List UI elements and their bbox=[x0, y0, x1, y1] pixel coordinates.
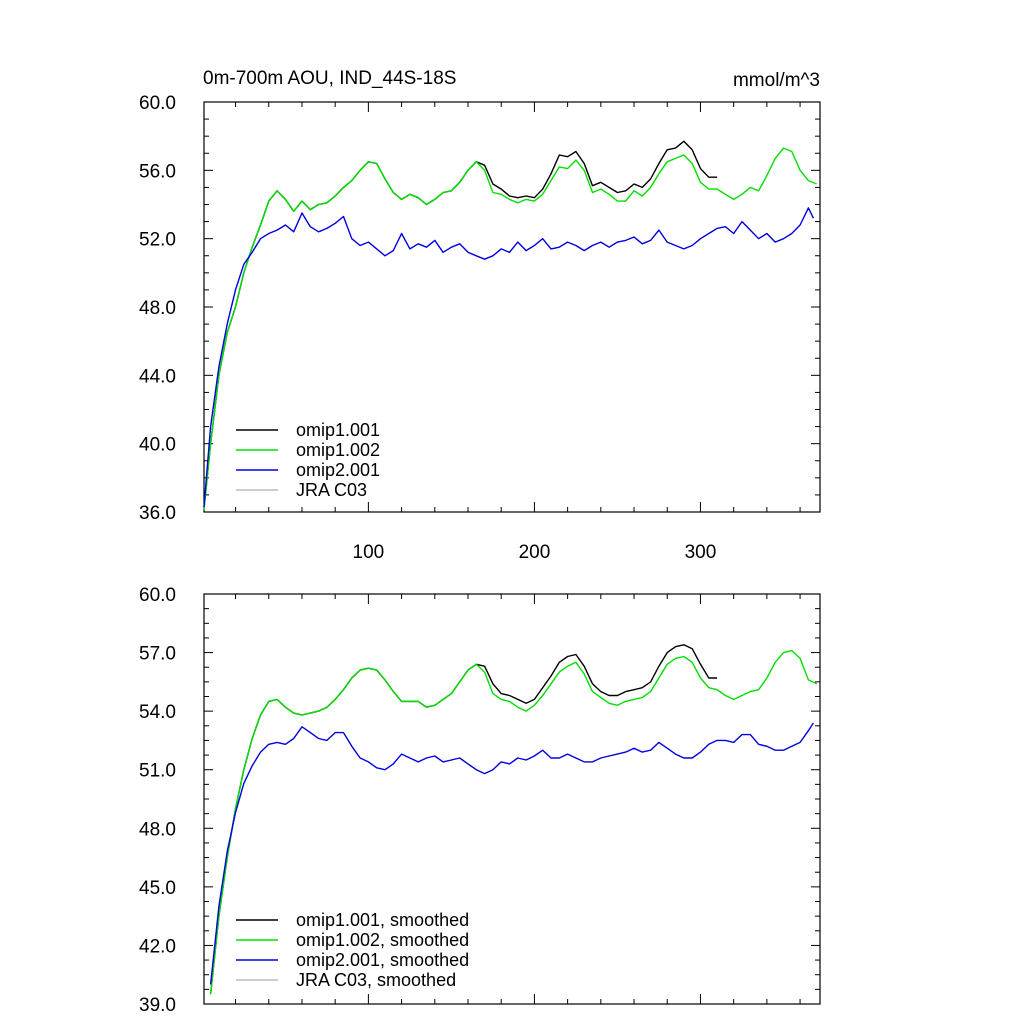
x-tick-label: 100 bbox=[353, 542, 385, 563]
y-tick-label: 56.0 bbox=[139, 161, 176, 182]
y-tick-label: 45.0 bbox=[139, 878, 176, 899]
legend-label: omip2.001, smoothed bbox=[296, 950, 469, 970]
legend-label: JRA C03 bbox=[296, 480, 367, 500]
series-line bbox=[203, 147, 817, 511]
y-tick-label: 54.0 bbox=[139, 702, 176, 723]
top-panel: 0m-700m AOU, IND_44S-18S mmol/m^3 36.0 40… bbox=[139, 68, 821, 563]
y-tick-label: 48.0 bbox=[139, 298, 176, 319]
y-tick-label: 39.0 bbox=[139, 995, 176, 1016]
y-tick-label: 60.0 bbox=[139, 93, 176, 114]
y-tick-label: 36.0 bbox=[139, 503, 176, 524]
axis-ticks bbox=[204, 593, 820, 1005]
series-lines bbox=[203, 140, 817, 511]
series-lines bbox=[209, 644, 817, 995]
x-tick-label: 300 bbox=[685, 542, 717, 563]
series-line bbox=[203, 140, 718, 509]
legend-label: omip2.001 bbox=[296, 460, 380, 480]
y-tick-label: 48.0 bbox=[139, 819, 176, 840]
y-tick-label: 44.0 bbox=[139, 366, 176, 387]
series-line bbox=[209, 649, 817, 995]
bottom-panel: 39.0 42.0 45.0 48.0 51.0 54.0 57.0 60.0 omip1.0… bbox=[139, 585, 821, 1016]
y-tick-label: 52.0 bbox=[139, 230, 176, 251]
y-tick-label: 51.0 bbox=[139, 761, 176, 782]
y-tick-label: 40.0 bbox=[139, 435, 176, 456]
y-tick-label: 42.0 bbox=[139, 936, 176, 957]
legend-label: omip1.001 bbox=[296, 420, 380, 440]
y-tick-labels: 36.0 40.0 44.0 48.0 52.0 56.0 60.0 bbox=[139, 93, 176, 524]
series-line bbox=[209, 722, 814, 985]
x-tick-labels: 100 200 300 bbox=[353, 542, 717, 563]
x-tick-label: 200 bbox=[519, 542, 551, 563]
legend-label: JRA C03, smoothed bbox=[296, 970, 456, 990]
y-tick-label: 60.0 bbox=[139, 585, 176, 606]
series-line bbox=[203, 207, 815, 507]
y-tick-labels: 39.0 42.0 45.0 48.0 51.0 54.0 57.0 60.0 bbox=[139, 585, 176, 1016]
y-tick-label: 57.0 bbox=[139, 644, 176, 665]
chart-title: 0m-700m AOU, IND_44S-18S bbox=[203, 68, 456, 89]
axis-ticks bbox=[204, 101, 820, 513]
legend-label: omip1.002 bbox=[296, 440, 380, 460]
units-label: mmol/m^3 bbox=[733, 70, 820, 91]
legend-label: omip1.002, smoothed bbox=[296, 930, 469, 950]
legend-label: omip1.001, smoothed bbox=[296, 910, 469, 930]
